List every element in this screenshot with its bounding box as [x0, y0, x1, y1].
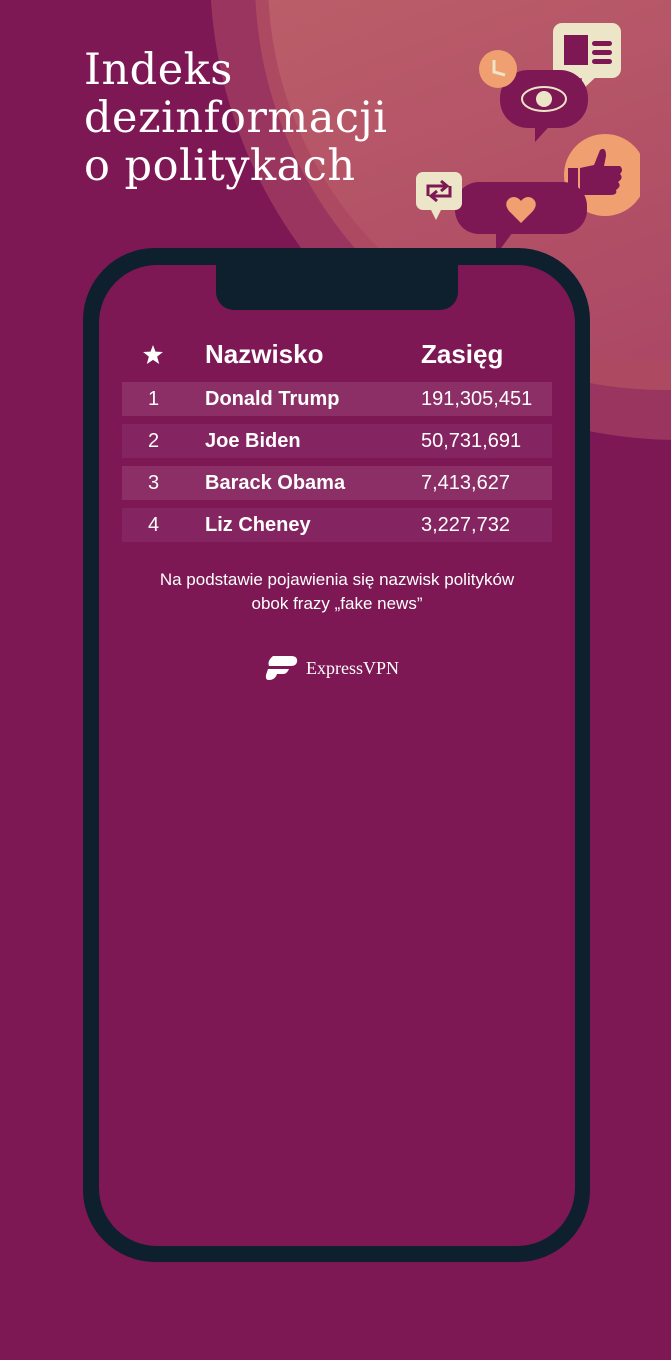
- methodology-note: Na podstawie pojawienia się nazwisk poli…: [99, 568, 575, 616]
- table-row: 1 Donald Trump 191,305,451: [122, 382, 552, 416]
- eye-bubble-icon: [500, 70, 588, 142]
- phone-frame: Nazwisko Zasięg 1 Donald Trump 191,305,4…: [83, 248, 590, 1262]
- social-icons-cluster: [416, 23, 640, 255]
- star-icon: [143, 345, 163, 364]
- expressvpn-logo-icon: [265, 656, 298, 680]
- rank: 2: [148, 430, 160, 452]
- column-header-reach: Zasięg: [421, 339, 504, 369]
- rank: 4: [148, 514, 160, 536]
- title-line: dezinformacji: [84, 93, 388, 143]
- table-row: 3 Barack Obama 7,413,627: [122, 466, 552, 500]
- share-icon: [479, 50, 517, 88]
- rank: 3: [148, 472, 160, 494]
- page-title: Indeks dezinformacji o politykach: [84, 46, 388, 190]
- rank: 1: [148, 388, 160, 410]
- heart-bubble-icon: [455, 182, 587, 255]
- politician-name: Barack Obama: [205, 472, 346, 494]
- reach-value: 191,305,451: [421, 388, 533, 410]
- brand-name: ExpressVPN: [306, 657, 399, 678]
- table-row: 4 Liz Cheney 3,227,732: [122, 508, 552, 542]
- news-bubble-icon: [553, 23, 621, 90]
- politician-name: Donald Trump: [205, 388, 340, 410]
- phone-notch: [216, 265, 458, 310]
- phone-screen: Nazwisko Zasięg 1 Donald Trump 191,305,4…: [99, 265, 575, 1246]
- repost-bubble-icon: [416, 172, 462, 220]
- column-header-name: Nazwisko: [205, 339, 324, 369]
- note-line: Na podstawie pojawienia się nazwisk poli…: [159, 570, 515, 589]
- title-line: o politykach: [84, 141, 356, 191]
- reach-value: 3,227,732: [421, 514, 510, 536]
- politician-name: Liz Cheney: [205, 514, 311, 536]
- note-line: obok frazy „fake news”: [251, 594, 423, 613]
- politician-name: Joe Biden: [205, 430, 301, 452]
- reach-value: 7,413,627: [421, 472, 510, 494]
- title-line: Indeks: [84, 45, 233, 95]
- table-row: 2 Joe Biden 50,731,691: [122, 424, 552, 458]
- reach-value: 50,731,691: [421, 430, 522, 452]
- expressvpn-logo: ExpressVPN: [265, 656, 399, 680]
